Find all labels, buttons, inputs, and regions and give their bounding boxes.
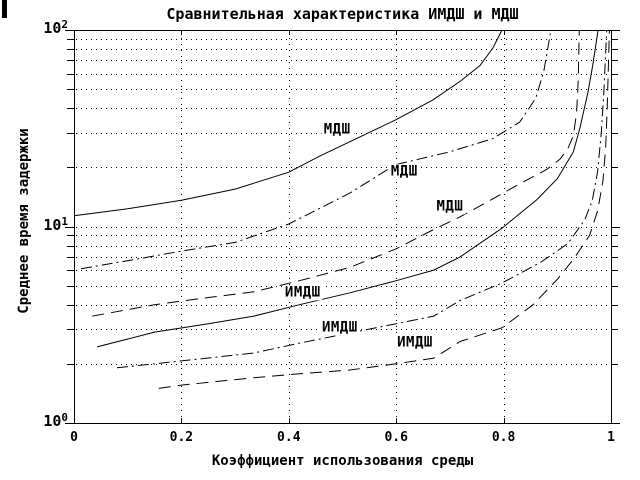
y-tick-label: 102 — [43, 18, 68, 37]
curve-label: ИМДШ — [319, 319, 360, 336]
x-axis-title: Коэффициент использования среды — [211, 453, 474, 469]
x-tick-label: 0.6 — [384, 430, 408, 445]
curve-label: МДШ — [388, 163, 420, 180]
curve-label: МДШ — [321, 121, 353, 138]
chart-title: Сравнительная характеристика ИМДШ и МДШ — [166, 5, 519, 23]
curve-label: ИМДШ — [395, 334, 435, 351]
curve-имдш-dashed — [158, 29, 610, 389]
plot-frame — [74, 30, 612, 424]
curve-мдш-dashed — [92, 29, 580, 317]
curve-label: ИМДШ — [282, 284, 323, 301]
curve-имдш-dashdot — [116, 29, 608, 369]
curve-мдш-solid — [73, 29, 503, 217]
x-tick-label: 0 — [70, 430, 78, 445]
y-tick-exponent: 2 — [61, 18, 68, 31]
x-tick-label: 1 — [607, 430, 615, 445]
y-tick-label: 100 — [43, 411, 68, 430]
cursor-artifact — [2, 0, 7, 18]
curve-label: МДШ — [434, 198, 466, 215]
x-tick-label: 0.2 — [169, 430, 194, 445]
x-tick-label: 0.8 — [491, 430, 516, 445]
curve-имдш-solid — [96, 29, 599, 348]
y-tick-label: 101 — [43, 214, 68, 234]
y-tick-exponent: 1 — [61, 214, 68, 228]
curve-мдш-dashdot — [80, 29, 552, 270]
y-tick-exponent: 0 — [61, 411, 68, 424]
x-tick-label: 0.4 — [277, 430, 301, 445]
